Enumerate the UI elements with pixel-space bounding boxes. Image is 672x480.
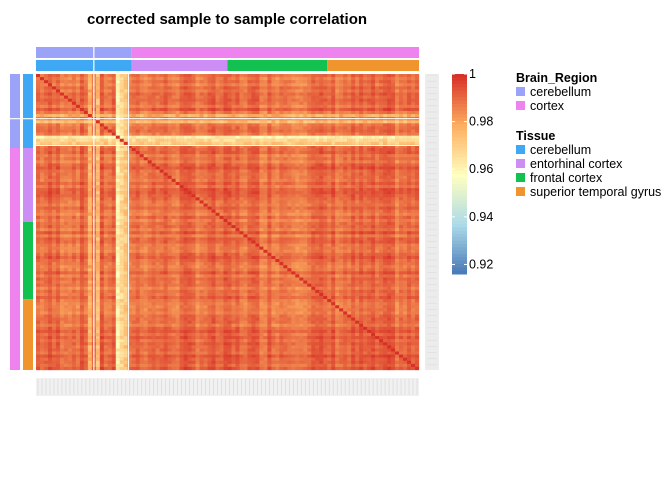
legend-label: cortex bbox=[530, 99, 565, 113]
row-annotation-brain_region-cerebellum bbox=[10, 74, 20, 148]
legend-swatch bbox=[516, 187, 525, 196]
legend-swatch bbox=[516, 101, 525, 110]
legend-title-brain_region: Brain_Region bbox=[516, 71, 597, 85]
row-annotation-tissue-entorhinal-cortex bbox=[23, 148, 33, 222]
colorbar-tick-label: 0.96 bbox=[469, 162, 493, 176]
row-annotation-tissue-cerebellum bbox=[23, 74, 33, 148]
color-scale-legend: 1 0.98 0.96 0.94 0.92 bbox=[452, 67, 493, 275]
column-annotation-tissue-entorhinal-cortex bbox=[131, 60, 228, 71]
annotation-legends: Brain_RegioncerebellumcortexTissuecerebe… bbox=[516, 71, 661, 199]
legend-label: cerebellum bbox=[530, 85, 591, 99]
column-annotation-bars bbox=[36, 47, 419, 71]
row-annotation-tissue-frontal-cortex bbox=[23, 222, 33, 300]
legend-swatch bbox=[516, 145, 525, 154]
colorbar-tick-label: 0.92 bbox=[469, 257, 493, 271]
row-annotation-brain_region-cortex bbox=[10, 148, 20, 370]
legend-title-tissue: Tissue bbox=[516, 129, 555, 143]
row-annotation-tissue-superior-temporal-gyrus bbox=[23, 299, 33, 370]
column-annotation-tissue-superior-temporal-gyrus bbox=[327, 60, 419, 71]
legend-label: cerebellum bbox=[530, 143, 591, 157]
legend-swatch bbox=[516, 173, 525, 182]
row-label-strip bbox=[425, 74, 439, 370]
column-label-strip bbox=[36, 378, 419, 396]
chart-title: corrected sample to sample correlation bbox=[87, 11, 367, 28]
legend-swatch bbox=[516, 87, 525, 96]
column-annotation-tissue-frontal-cortex bbox=[227, 60, 328, 71]
colorbar-tick-label: 0.94 bbox=[469, 210, 493, 224]
colorbar-tick-label: 1 bbox=[469, 67, 476, 81]
colorbar-tick-label: 0.98 bbox=[469, 115, 493, 129]
column-annotation-brain_region-cerebellum bbox=[36, 47, 132, 58]
legend-label: entorhinal cortex bbox=[530, 157, 623, 171]
column-annotation-brain_region-cortex bbox=[131, 47, 419, 58]
column-annotation-tissue-cerebellum bbox=[36, 60, 132, 71]
legend-swatch bbox=[516, 159, 525, 168]
row-annotation-bars bbox=[10, 74, 33, 370]
legend-label: superior temporal gyrus bbox=[530, 185, 661, 199]
legend-label: frontal cortex bbox=[530, 171, 603, 185]
correlation-heatmap bbox=[36, 74, 420, 371]
